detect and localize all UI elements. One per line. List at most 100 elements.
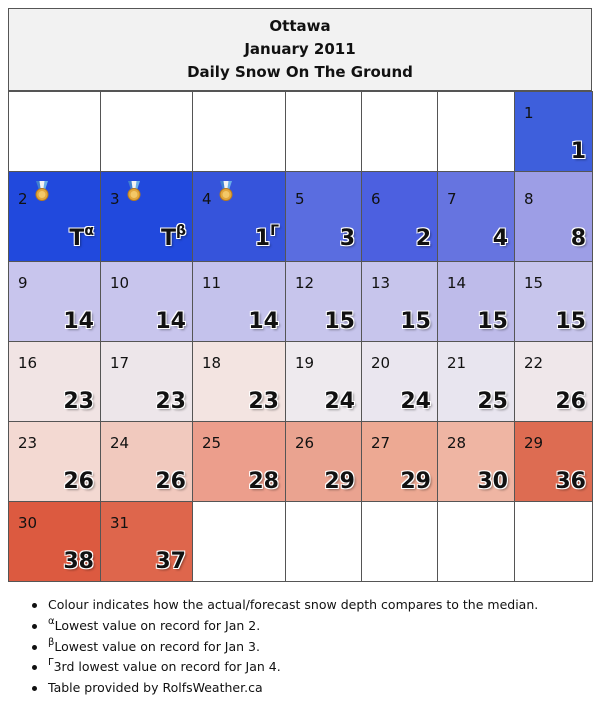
day-number: 10: [110, 274, 130, 292]
snow-depth-number: 15: [324, 309, 355, 334]
day-number: 15: [524, 274, 544, 292]
medal-icon: [127, 181, 141, 201]
snow-depth-number: 2: [415, 226, 431, 251]
day-cell: 21 25: [437, 341, 515, 422]
day-number: 22: [524, 354, 544, 372]
snow-depth-value: 37: [155, 549, 186, 574]
snow-depth-value: 1Γ: [255, 223, 279, 251]
empty-cell: [285, 91, 362, 172]
week-row: 9 14 10 14 11 14 12 15 13 15 14 15 15 15: [8, 261, 593, 342]
snow-depth-value: 15: [324, 309, 355, 334]
footnote-text: Table provided by RolfsWeather.ca: [48, 680, 263, 696]
empty-cell: [100, 91, 193, 172]
snow-depth-number: 30: [477, 469, 508, 494]
snow-depth-number: 3: [339, 226, 355, 251]
snow-depth-value: 14: [63, 309, 94, 334]
snow-depth-number: T: [160, 226, 176, 251]
day-number: 25: [202, 434, 222, 452]
record-marker: Γ: [270, 223, 279, 239]
day-number: 7: [447, 190, 457, 208]
day-number: 1: [524, 104, 534, 122]
day-number: 2: [18, 190, 28, 208]
day-number: 16: [18, 354, 38, 372]
snow-depth-value: 29: [324, 469, 355, 494]
snow-depth-number: 28: [248, 469, 279, 494]
snow-depth-number: 8: [570, 226, 586, 251]
snow-depth-number: 29: [400, 469, 431, 494]
day-number: 21: [447, 354, 467, 372]
empty-cell: [192, 91, 286, 172]
snow-depth-number: 15: [477, 309, 508, 334]
snow-depth-number: 1: [570, 139, 586, 164]
day-cell: 12 15: [285, 261, 362, 342]
snow-depth-number: 14: [248, 309, 279, 334]
snow-depth-value: 38: [63, 549, 94, 574]
day-cell: 20 24: [361, 341, 438, 422]
snow-depth-number: 25: [477, 389, 508, 414]
snow-depth-number: 23: [155, 389, 186, 414]
snow-depth-value: 1: [571, 139, 586, 164]
snow-depth-value: 8: [571, 226, 586, 251]
snow-depth-number: 26: [155, 469, 186, 494]
snow-depth-value: 24: [324, 389, 355, 414]
day-number: 6: [371, 190, 381, 208]
day-number: 8: [524, 190, 534, 208]
footnote-item: Γ3rd lowest value on record for Jan 4.: [30, 657, 538, 678]
calendar-container: Ottawa January 2011 Daily Snow On The Gr…: [8, 8, 593, 582]
empty-cell: [361, 501, 438, 582]
footnote-text: Lowest value on record for Jan 3.: [54, 638, 260, 654]
day-cell: 3 Tβ: [100, 171, 193, 262]
footnote-text: Lowest value on record for Jan 2.: [54, 617, 261, 633]
empty-cell: [437, 91, 515, 172]
snow-depth-value: Tβ: [160, 223, 186, 251]
day-number: 3: [110, 190, 120, 208]
table-subtitle: Daily Snow On The Ground: [187, 63, 413, 81]
week-row: 2 Tα 3 Tβ 4 1Γ 5 3 6 2 7 4 8 8: [8, 171, 593, 262]
day-cell: 19 24: [285, 341, 362, 422]
day-number: 13: [371, 274, 391, 292]
day-number: 19: [295, 354, 315, 372]
day-number: 27: [371, 434, 391, 452]
day-cell: 16 23: [8, 341, 101, 422]
snow-depth-number: 15: [400, 309, 431, 334]
day-cell: 14 15: [437, 261, 515, 342]
record-marker: β: [175, 223, 186, 239]
week-row: 16 23 17 23 18 23 19 24 20 24 21 25 22 26: [8, 341, 593, 422]
day-cell: 27 29: [361, 421, 438, 502]
footnote-item: αLowest value on record for Jan 2.: [30, 616, 538, 637]
day-cell: 18 23: [192, 341, 286, 422]
footnote-item: Colour indicates how the actual/forecast…: [30, 595, 538, 616]
day-cell: 22 26: [514, 341, 593, 422]
snow-depth-value: 23: [248, 389, 279, 414]
footnote-item: Table provided by RolfsWeather.ca: [30, 678, 538, 699]
snow-depth-value: 29: [400, 469, 431, 494]
snow-depth-number: 37: [155, 549, 186, 574]
snow-depth-value: 30: [477, 469, 508, 494]
snow-depth-value: 3: [340, 226, 355, 251]
snow-depth-value: 26: [555, 389, 586, 414]
snow-depth-value: 26: [155, 469, 186, 494]
month-year: January 2011: [244, 40, 356, 58]
footnote-text: 3rd lowest value on record for Jan 4.: [53, 659, 281, 675]
snow-depth-number: 4: [492, 226, 508, 251]
day-cell: 31 37: [100, 501, 193, 582]
day-cell: 25 28: [192, 421, 286, 502]
snow-depth-value: 26: [63, 469, 94, 494]
day-number: 17: [110, 354, 130, 372]
calendar-grid: 1 1 2 Tα 3 Tβ 4 1Γ 5 3 6 2 7 4 8 8 9 14 10 14 11 14 12 15 13 15 14…: [8, 91, 593, 582]
snow-depth-number: 15: [555, 309, 586, 334]
snow-depth-value: 14: [155, 309, 186, 334]
medal-icon: [219, 181, 233, 201]
snow-depth-number: 14: [155, 309, 186, 334]
snow-depth-value: 14: [248, 309, 279, 334]
snow-depth-value: 25: [477, 389, 508, 414]
snow-depth-number: 23: [63, 389, 94, 414]
snow-depth-value: 15: [477, 309, 508, 334]
day-cell: 29 36: [514, 421, 593, 502]
empty-cell: [8, 91, 101, 172]
day-cell: 28 30: [437, 421, 515, 502]
record-marker: α: [84, 223, 94, 239]
day-number: 4: [202, 190, 212, 208]
